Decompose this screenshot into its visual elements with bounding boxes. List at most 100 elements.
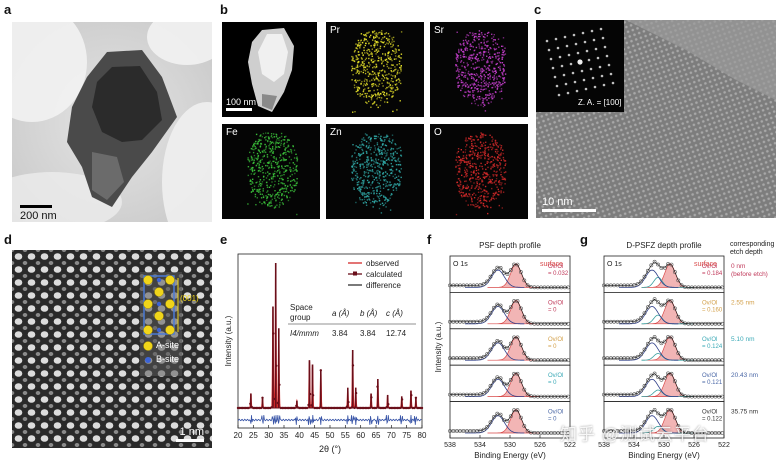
psf-ratio-0: = 0.032 [548, 271, 569, 277]
psf-xtick-522: 522 [564, 442, 576, 449]
dpsfz-depth-1-0: 2.55 nm [731, 299, 755, 306]
saed-pattern [536, 20, 624, 112]
psf-ratio-1: = 0 [548, 307, 557, 313]
psf-ratio-label-2: Ov/Ol [548, 337, 563, 343]
panel-label-f: f [427, 232, 432, 247]
eds-map-pr: Pr [326, 22, 424, 117]
scale-bar-a [20, 205, 52, 208]
scale-label-d: 1 nm [179, 426, 204, 438]
xrd-legend-0: observed [366, 259, 399, 268]
psf-ratio-3: = 0 [548, 380, 557, 386]
xrd-xtick-80: 80 [418, 431, 427, 440]
legend-b-site: B-site [156, 354, 180, 364]
xrd-xtick-50: 50 [326, 431, 335, 440]
psf-xtick-538: 538 [444, 442, 456, 449]
dpsfz-corner-label: O 1s [607, 261, 622, 268]
dpsfz-xtick-522: 522 [718, 442, 730, 449]
dpsfz-xtick-530: 530 [658, 442, 670, 449]
psf-xtick-526: 526 [534, 442, 546, 449]
scale-label-a: 200 nm [20, 210, 57, 222]
xrd-table-header-1: a (Å) [332, 309, 350, 318]
xrd-xtick-20: 20 [234, 431, 243, 440]
psf-ratio-label-1: Ov/Ol [548, 300, 563, 306]
xrd-table-cell-0: I4/mmm [290, 329, 319, 338]
xrd-table-cell-1: 3.84 [332, 329, 348, 338]
panel-label-c: c [534, 2, 542, 17]
legend-a-site: A-site [156, 340, 180, 350]
xrd-difference-line [237, 414, 422, 426]
hrtem-image: Z. A. = [100] 10 nm [536, 20, 776, 218]
watermark: 知乎 @测试云平台 [560, 425, 710, 444]
eds-label-sr: Sr [434, 25, 444, 36]
xrd-xtick-70: 70 [387, 431, 396, 440]
panel-label-a: a [4, 2, 12, 17]
dpsfz-title: D-PSFZ depth profile [626, 241, 702, 250]
panel-label-b: b [220, 2, 228, 17]
xrd-table-cell-3: 12.74 [386, 329, 407, 338]
dpsfz-ratio-label-0: Ov/Ol [702, 264, 717, 270]
haadf-image: 100 nm [222, 22, 317, 117]
psf-surface-label: surface [540, 261, 563, 268]
psf-title: PSF depth profile [479, 241, 541, 250]
scale-label-c: 10 nm [542, 196, 573, 208]
eds-map-zn: Zn [326, 124, 424, 219]
eds-map-o: O [430, 124, 528, 219]
xrd-table-header-0a: Space [290, 303, 313, 312]
xrd-xtick-75: 75 [402, 431, 411, 440]
eds-map-fe: Fe [222, 124, 320, 219]
dpsfz-xtick-534: 534 [628, 442, 640, 449]
panel-label-d: d [4, 232, 12, 247]
dpsfz-ratio-1: = 0.160 [702, 307, 723, 313]
dpsfz-depth-0-1: (before etch) [731, 271, 768, 278]
psf-ylabel: Intensity (a.u.) [434, 321, 443, 372]
psf-xlabel: Binding Energy (eV) [474, 451, 546, 460]
xrd-xtick-65: 65 [372, 431, 381, 440]
psf-xtick-534: 534 [474, 442, 486, 449]
eds-label-fe: Fe [226, 127, 238, 138]
psf-ratio-label-4: Ov/Ol [548, 410, 563, 416]
tem-image: 200 nm [12, 22, 212, 222]
xrd-table-header-3: c (Å) [386, 309, 403, 318]
eds-label-zn: Zn [330, 127, 342, 138]
dpsfz-depth-2-0: 5.10 nm [731, 336, 755, 343]
dpsfz-ratio-label-3: Ov/Ol [702, 373, 717, 379]
dpsfz-xtick-526: 526 [688, 442, 700, 449]
panel-label-g: g [580, 232, 588, 247]
dpsfz-ratio-label-4: Ov/Ol [702, 410, 717, 416]
eds-label-pr: Pr [330, 25, 340, 36]
psf-xtick-530: 530 [504, 442, 516, 449]
xrd-table-header-2: b (Å) [360, 309, 378, 318]
crystal-model-inset [140, 272, 182, 376]
xrd-legend-2: difference [366, 281, 402, 290]
dpsfz-depth-4-0: 35.75 nm [731, 409, 758, 416]
panel-label-e: e [220, 232, 228, 247]
xrd-xtick-25: 25 [249, 431, 258, 440]
dpsfz-xtick-538: 538 [598, 442, 610, 449]
zone-axis-label: Z. A. = [100] [578, 98, 622, 107]
xrd-chart: 20 25 30 35 40 45 50 55 60 65 70 75 80 2θ (°) Intensit… [224, 253, 427, 454]
xrd-table-header-0b: group [290, 313, 311, 322]
dpsfz-ratio-label-1: Ov/Ol [702, 300, 717, 306]
psf-ratio-label-3: Ov/Ol [548, 373, 563, 379]
dpsfz-ratio-3: = 0.121 [702, 380, 723, 386]
dpsfz-depth-3-0: 20.43 nm [731, 372, 758, 379]
psf-ratio-4: = 0 [548, 417, 557, 423]
xrd-xtick-30: 30 [264, 431, 273, 440]
psf-corner-label: O 1s [453, 261, 468, 268]
dpsfz-ratio-2: = 0.124 [702, 344, 723, 350]
scale-bar-b [226, 108, 252, 111]
dpsfz-depth-0-0: 0 nm [731, 263, 745, 270]
psf-ratio-label-0: Ov/Ol [548, 264, 563, 270]
xrd-xtick-60: 60 [356, 431, 365, 440]
xrd-xtick-45: 45 [310, 431, 319, 440]
scale-bar-d [176, 439, 204, 442]
scale-label-b: 100 nm [226, 97, 257, 107]
xrd-table-cell-2: 3.84 [360, 329, 376, 338]
dpsfz-ratio-label-2: Ov/Ol [702, 337, 717, 343]
plane-annotation: (001) [180, 294, 199, 303]
dpsfz-xlabel: Binding Energy (eV) [628, 451, 700, 460]
xrd-xtick-35: 35 [280, 431, 289, 440]
psf-ratio-2: = 0 [548, 344, 557, 350]
